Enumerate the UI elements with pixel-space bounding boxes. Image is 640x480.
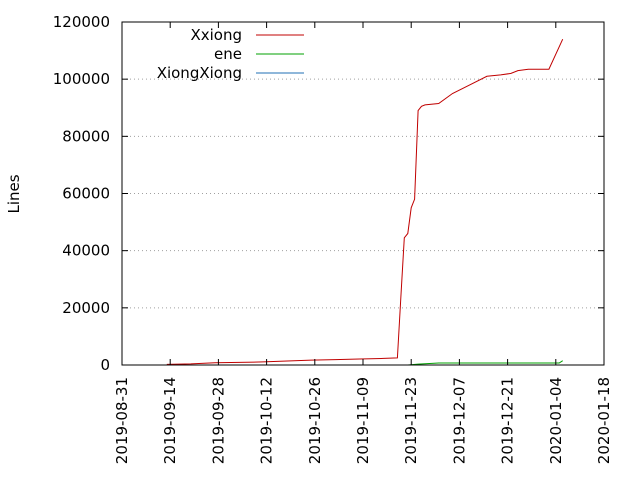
y-tick-label: 100000 — [53, 70, 110, 88]
grid-lines — [122, 78, 604, 309]
legend-label: ene — [214, 45, 242, 63]
x-tick-label: 2019-09-14 — [161, 377, 179, 464]
y-tick-label: 80000 — [62, 127, 110, 145]
y-axis: 0 20000 40000 60000 80000 100000 120000 — [53, 13, 604, 374]
x-tick-label: 2019-11-23 — [402, 377, 420, 464]
series-line-xxiong — [166, 38, 564, 365]
y-tick-label: 0 — [100, 356, 110, 374]
x-tick-label: 2019-08-31 — [113, 377, 131, 464]
x-tick-label: 2020-01-04 — [547, 377, 565, 464]
x-tick-label: 2019-10-26 — [306, 377, 324, 464]
legend-label: Xxiong — [190, 26, 242, 44]
y-tick-label: 40000 — [62, 242, 110, 260]
x-tick-label: 2019-12-07 — [450, 377, 468, 464]
series-line-ene — [407, 360, 563, 366]
y-tick-label: 120000 — [53, 13, 110, 31]
y-tick-label: 60000 — [62, 185, 110, 203]
x-tick-label: 2019-10-12 — [258, 377, 276, 464]
x-tick-label: 2019-11-09 — [354, 377, 372, 464]
legend-label: XiongXiong — [157, 64, 242, 82]
x-axis: 2019-08-31 2019-09-14 2019-09-28 2019-10-12… — [113, 22, 613, 464]
x-tick-label: 2019-09-28 — [209, 377, 227, 464]
y-tick-label: 20000 — [62, 299, 110, 317]
series-lines — [166, 38, 564, 366]
y-axis-label: Lines — [5, 174, 23, 213]
x-tick-label: 2019-12-21 — [499, 377, 517, 464]
x-tick-label: 2020-01-18 — [595, 377, 613, 464]
